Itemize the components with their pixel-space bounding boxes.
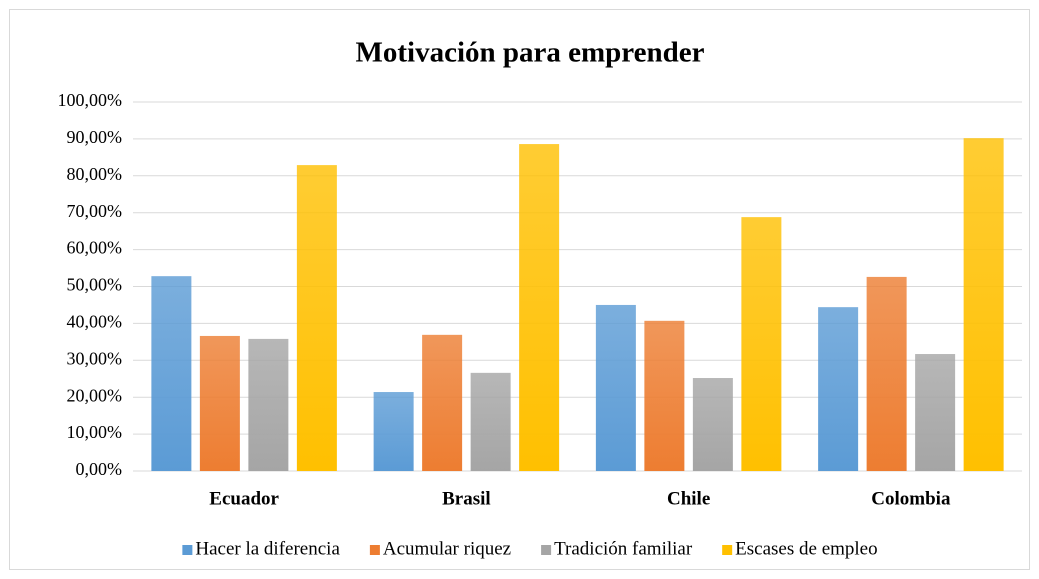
bar [373, 392, 414, 471]
bar [644, 320, 685, 471]
bar [248, 338, 289, 471]
x-tick-label: Ecuador [209, 488, 279, 509]
bar [199, 335, 240, 471]
legend-label: Acumular riquez [383, 538, 511, 559]
legend-marker [182, 545, 193, 555]
y-tick-label: 100,00% [58, 90, 123, 110]
legend-label: Escases de empleo [735, 538, 877, 559]
y-tick-label: 20,00% [67, 385, 123, 405]
y-tick-label: 60,00% [67, 238, 123, 258]
bar [470, 372, 511, 471]
y-tick-label: 0,00% [76, 459, 123, 479]
bar [692, 378, 733, 471]
legend-marker [541, 545, 552, 555]
y-tick-label: 70,00% [67, 201, 123, 221]
bar [296, 165, 337, 471]
y-tick-label: 90,00% [67, 127, 123, 147]
legend-marker [369, 545, 380, 555]
bar [151, 276, 192, 471]
y-tick-label: 10,00% [67, 422, 123, 442]
y-tick-label: 50,00% [67, 275, 123, 295]
y-tick-label: 30,00% [67, 348, 123, 368]
chart-title: Motivación para emprender [355, 37, 704, 69]
x-tick-label: Brasil [442, 488, 491, 509]
bar [915, 354, 956, 471]
legend-label: Hacer la diferencia [195, 538, 340, 559]
bar [741, 217, 782, 471]
x-tick-label: Chile [667, 488, 710, 509]
bar [422, 334, 463, 471]
legend-marker [722, 545, 733, 555]
legend-label: Tradición familiar [554, 538, 693, 559]
bar [595, 304, 636, 471]
x-tick-label: Colombia [871, 488, 951, 509]
bar [866, 276, 907, 471]
bar [818, 307, 859, 471]
bar [519, 144, 560, 472]
y-tick-label: 80,00% [67, 164, 123, 184]
bar [963, 138, 1004, 472]
y-tick-label: 40,00% [67, 312, 123, 332]
